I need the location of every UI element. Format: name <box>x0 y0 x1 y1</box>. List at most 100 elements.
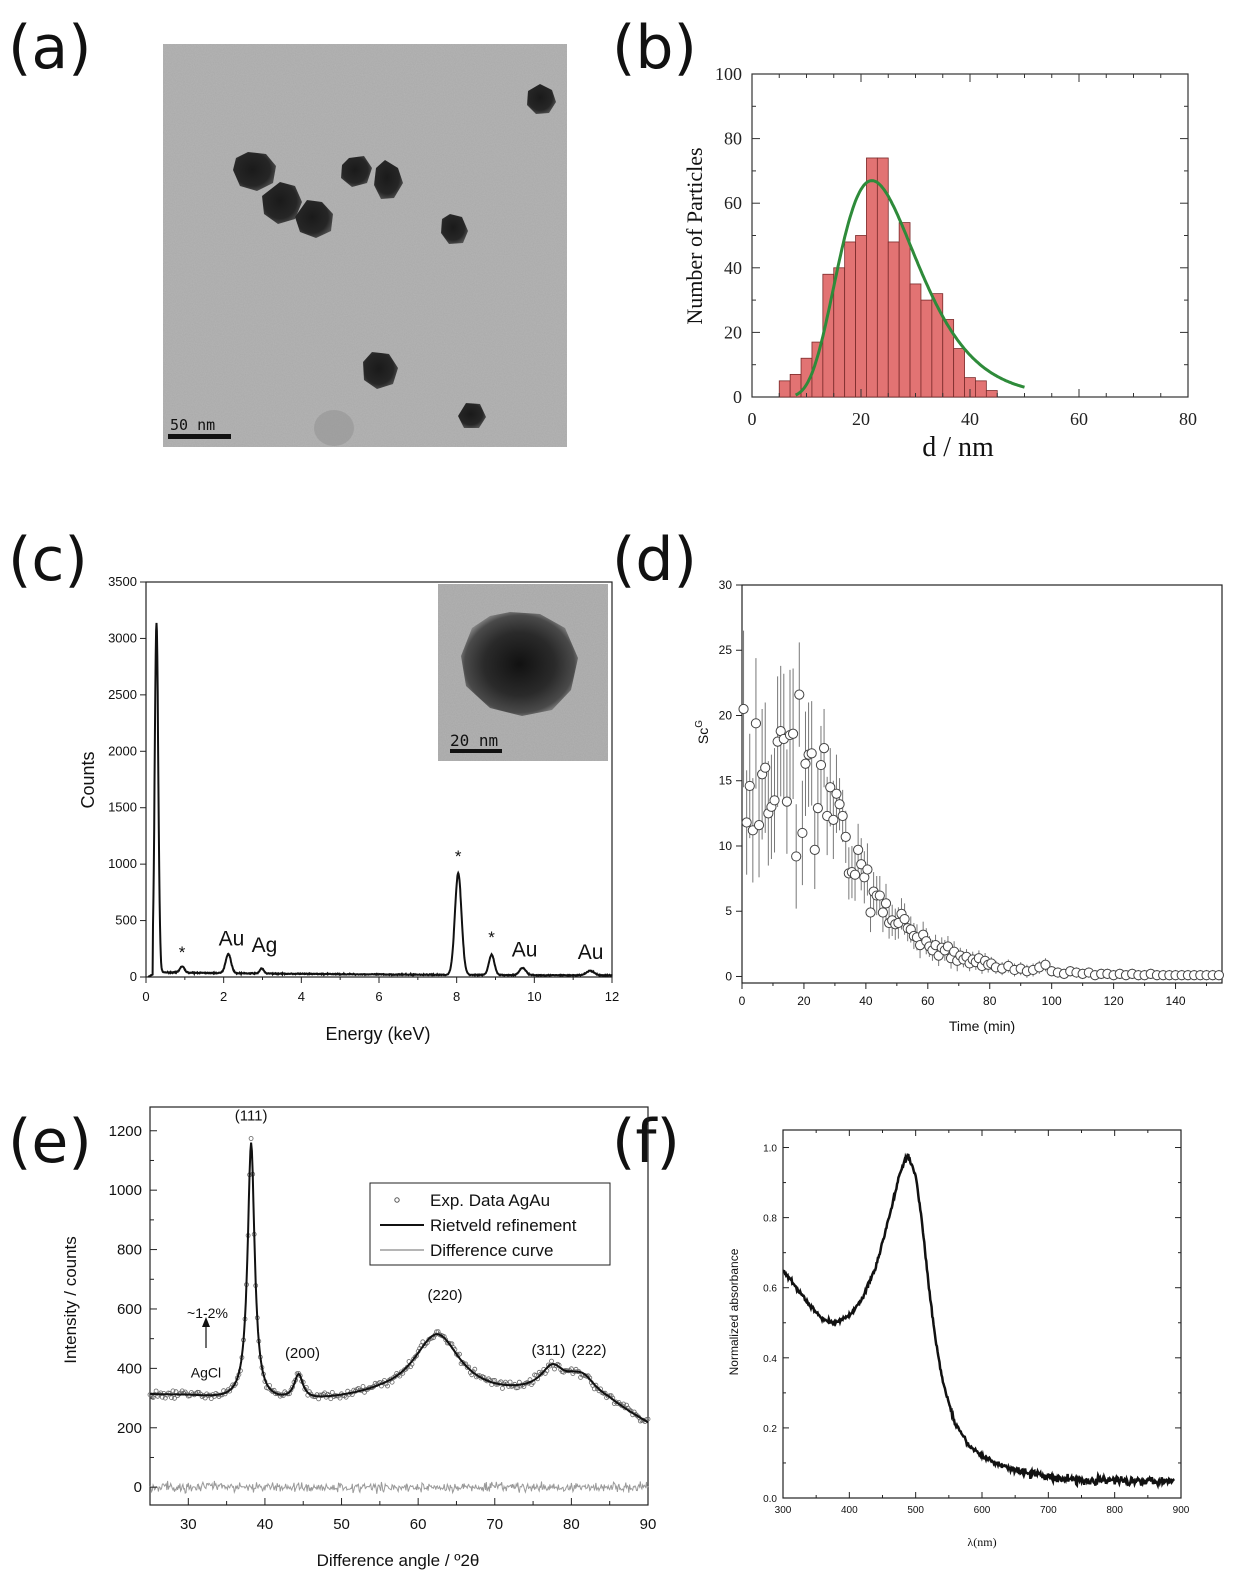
exp-data-point <box>162 1395 168 1401</box>
data-point <box>942 941 954 952</box>
exp-data-point <box>345 1388 351 1394</box>
data-point <box>871 890 882 901</box>
exp-data-point <box>282 1389 288 1395</box>
exp-data-point <box>274 1391 280 1396</box>
x-tick-label: 120 <box>1104 994 1124 1008</box>
exp-data-point <box>490 1378 496 1383</box>
exp-data-point <box>645 1416 651 1422</box>
exp-data-point <box>458 1361 464 1366</box>
data-point <box>945 953 957 964</box>
y-tick-label: 1200 <box>109 1123 142 1140</box>
exp-data-point <box>270 1389 276 1394</box>
y-tick-label: 20 <box>724 322 742 342</box>
absorbance-line <box>782 1152 1176 1490</box>
exp-data-point <box>336 1393 341 1399</box>
data-point <box>831 788 842 799</box>
exp-data-point <box>354 1387 360 1392</box>
histogram-bar <box>855 235 867 398</box>
exp-data-point <box>590 1383 596 1388</box>
exp-data-point <box>260 1371 266 1377</box>
exp-data-point <box>230 1382 236 1388</box>
exp-data-point <box>434 1329 439 1335</box>
exp-data-point <box>349 1392 355 1397</box>
reflection-label: (220) <box>427 1287 462 1304</box>
exp-data-point <box>173 1389 179 1395</box>
data-point <box>1083 967 1094 978</box>
exp-data-point <box>368 1385 374 1391</box>
x-axis-label: λ(nm) <box>967 1535 996 1549</box>
peak-label: Au <box>219 927 245 950</box>
bars <box>778 157 998 398</box>
exp-data-point <box>401 1367 407 1373</box>
exp-data-point <box>423 1341 429 1347</box>
exp-data-point <box>224 1389 230 1395</box>
histogram-bar <box>800 357 813 398</box>
data-point <box>1009 964 1020 976</box>
data-point <box>859 872 870 883</box>
peak-labels: * Au Ag * * Au Au <box>179 847 604 964</box>
x-tick-label: 300 <box>775 1505 792 1516</box>
data-point <box>849 869 861 880</box>
exp-data-point <box>588 1380 594 1385</box>
exp-data-point <box>313 1394 318 1399</box>
histogram-bar <box>975 380 987 398</box>
exp-data-point <box>303 1385 309 1390</box>
exp-data-point <box>584 1373 590 1379</box>
x-tick-label: 20 <box>852 409 870 429</box>
exp-data-point <box>264 1385 269 1391</box>
data-point <box>986 958 997 969</box>
data-point <box>757 769 768 780</box>
histogram-bar <box>778 380 791 398</box>
exp-data-point <box>245 1233 251 1238</box>
data-point <box>772 736 783 747</box>
exp-data-point <box>466 1364 472 1370</box>
x-tick-label: 70 <box>486 1516 503 1533</box>
x-tick-label: 0 <box>748 409 757 429</box>
exp-data-point <box>633 1412 639 1417</box>
data-point <box>794 689 805 700</box>
exp-data-point <box>164 1392 170 1398</box>
y-axis-label: Intensity / counts <box>61 1236 80 1364</box>
legend-diff: Difference curve <box>430 1241 553 1260</box>
data-point <box>1071 967 1082 978</box>
exp-data-point <box>155 1393 161 1399</box>
exp-data-point <box>607 1393 613 1399</box>
exp-data-point <box>424 1340 430 1346</box>
exp-data-point <box>556 1362 562 1368</box>
exp-data-point <box>297 1373 303 1379</box>
exp-data-point <box>406 1359 412 1364</box>
histogram-bar <box>920 299 933 398</box>
exp-data-point <box>296 1371 302 1376</box>
exp-data-point <box>518 1383 524 1389</box>
exp-data-point <box>495 1381 501 1387</box>
exp-data-point <box>420 1339 426 1345</box>
histogram-bar <box>942 319 955 398</box>
exp-data-point <box>326 1392 332 1398</box>
exp-data-point <box>290 1384 295 1390</box>
x-tick-label: 40 <box>961 409 979 429</box>
data-point <box>763 808 774 819</box>
exp-data-point <box>605 1393 611 1399</box>
exp-data-point <box>547 1363 553 1369</box>
data-point <box>806 748 817 759</box>
data-point <box>949 946 960 957</box>
data-point <box>874 890 885 901</box>
panel-label-f: (f) <box>612 1107 680 1177</box>
x-tick-label: 6 <box>375 989 382 1004</box>
fit-curve <box>795 179 1025 397</box>
exp-data-point <box>178 1390 184 1396</box>
exp-data-point <box>147 1392 153 1398</box>
spectrum-line <box>147 622 613 978</box>
y-tick-label: 200 <box>117 1420 142 1437</box>
data-point <box>973 953 985 964</box>
exp-data-point <box>184 1391 190 1397</box>
data-point <box>905 924 916 935</box>
plot-frame <box>782 1129 1182 1499</box>
exp-data-point <box>596 1388 602 1394</box>
exp-data-point <box>346 1391 352 1397</box>
exp-data-point <box>276 1391 282 1397</box>
y-tick-label: 0.6 <box>763 1284 777 1295</box>
plot-frame <box>741 584 1223 984</box>
rietveld-fit <box>150 1142 649 1424</box>
